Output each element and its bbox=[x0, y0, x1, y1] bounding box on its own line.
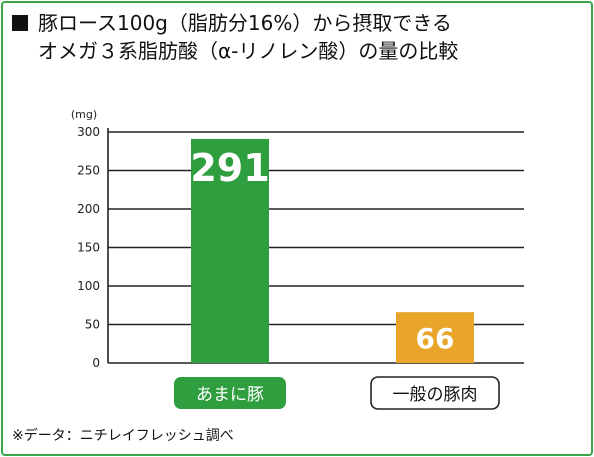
y-tick-label: 100 bbox=[77, 279, 100, 293]
category-label: 一般の豚肉 bbox=[393, 385, 478, 405]
square-bullet-icon bbox=[12, 15, 28, 31]
bar-value-label: 291 bbox=[190, 146, 269, 190]
bar-value-label: 66 bbox=[416, 322, 455, 355]
title-line-1-text: 豚ロース100g（脂肪分16%）から摂取できる bbox=[38, 11, 452, 35]
y-tick-label: 0 bbox=[92, 356, 100, 370]
chart-title: 豚ロース100g（脂肪分16%）から摂取できる オメガ３系脂肪酸（α-リノレン酸… bbox=[12, 9, 458, 65]
y-tick-label: 150 bbox=[77, 241, 100, 255]
y-tick-label: 200 bbox=[77, 202, 100, 216]
title-line-1: 豚ロース100g（脂肪分16%）から摂取できる bbox=[12, 9, 458, 37]
y-unit-label: (mg) bbox=[71, 108, 97, 121]
title-line-2: オメガ３系脂肪酸（α-リノレン酸）の量の比較 bbox=[38, 39, 459, 63]
category-label: あまに豚 bbox=[196, 385, 264, 405]
bar bbox=[396, 312, 474, 363]
category-label-box bbox=[370, 376, 500, 410]
bar bbox=[191, 138, 269, 363]
y-tick-label: 250 bbox=[77, 164, 100, 178]
category-label-box bbox=[174, 377, 286, 409]
y-tick-label: 300 bbox=[77, 125, 100, 139]
y-tick-label: 50 bbox=[85, 318, 100, 332]
footnote: ※データ：ニチレイフレッシュ調べ bbox=[12, 428, 234, 444]
